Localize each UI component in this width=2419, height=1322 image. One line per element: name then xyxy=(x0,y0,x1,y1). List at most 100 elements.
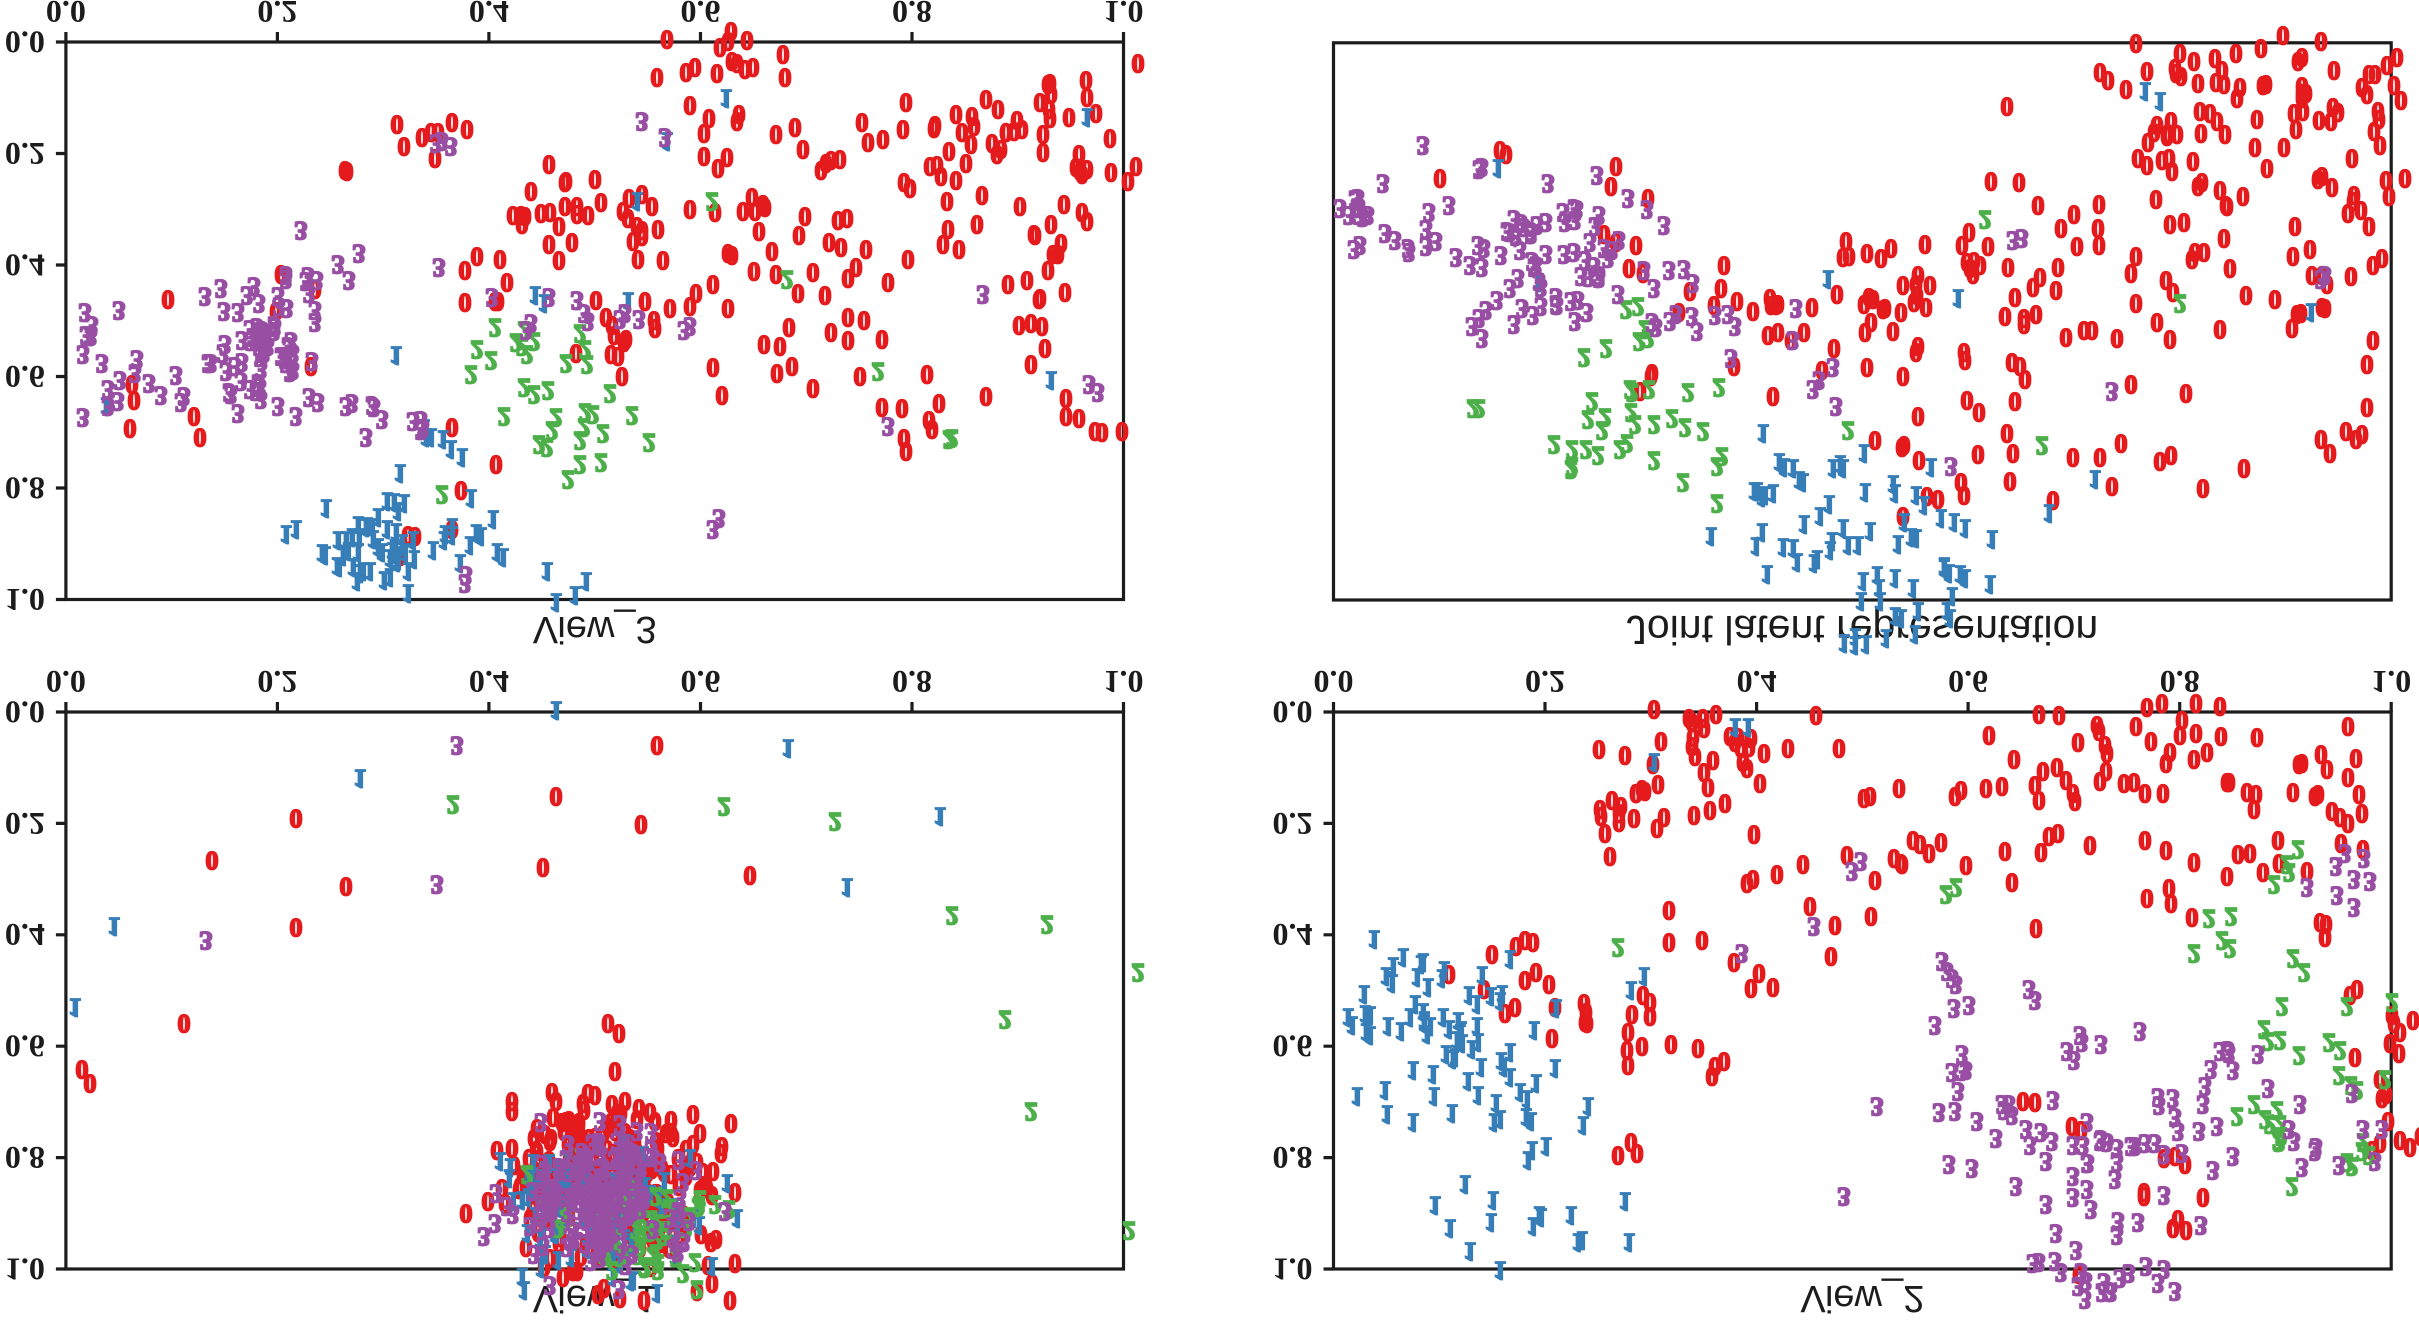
svg-text:1: 1 xyxy=(446,521,459,550)
svg-text:0: 0 xyxy=(1636,775,1649,804)
svg-text:2: 2 xyxy=(652,1249,665,1278)
svg-text:1: 1 xyxy=(1386,969,1399,998)
svg-text:1: 1 xyxy=(1858,439,1871,468)
svg-text:3: 3 xyxy=(2016,224,2029,253)
svg-text:3: 3 xyxy=(200,926,213,955)
svg-text:0: 0 xyxy=(1076,160,1089,189)
svg-text:3: 3 xyxy=(2301,873,2314,902)
svg-text:3: 3 xyxy=(1663,256,1676,285)
svg-text:3: 3 xyxy=(1476,253,1489,282)
svg-text:0: 0 xyxy=(2209,44,2222,73)
svg-text:0: 0 xyxy=(1718,251,1731,280)
svg-text:1: 1 xyxy=(934,802,947,831)
svg-text:1: 1 xyxy=(1925,453,1938,482)
svg-text:3: 3 xyxy=(2112,1207,2125,1236)
svg-text:3: 3 xyxy=(2040,1190,2053,1219)
svg-text:1: 1 xyxy=(721,1169,734,1198)
svg-text:1: 1 xyxy=(1429,1191,1442,1220)
svg-text:0.8: 0.8 xyxy=(1273,1140,1313,1176)
svg-text:0: 0 xyxy=(2261,154,2274,183)
svg-text:2: 2 xyxy=(1979,205,1992,234)
svg-text:2: 2 xyxy=(1614,435,1627,464)
svg-text:3: 3 xyxy=(2047,1086,2060,1115)
svg-text:3: 3 xyxy=(353,239,366,268)
svg-text:0: 0 xyxy=(391,110,404,139)
svg-text:3: 3 xyxy=(623,1136,636,1165)
svg-text:3: 3 xyxy=(2075,1258,2088,1287)
svg-text:0: 0 xyxy=(1058,190,1071,219)
svg-text:0: 0 xyxy=(2156,689,2169,718)
svg-text:1: 1 xyxy=(1827,454,1840,483)
svg-text:0: 0 xyxy=(942,215,955,244)
svg-text:0: 0 xyxy=(162,285,175,314)
svg-text:2: 2 xyxy=(943,425,956,454)
svg-text:0: 0 xyxy=(1797,850,1810,879)
svg-text:3: 3 xyxy=(2049,1247,2062,1276)
svg-text:3: 3 xyxy=(1658,211,1671,240)
svg-text:1: 1 xyxy=(402,557,415,586)
svg-text:0: 0 xyxy=(2125,259,2138,288)
svg-text:0.6: 0.6 xyxy=(681,664,721,700)
svg-text:0: 0 xyxy=(2361,350,2374,379)
svg-text:3: 3 xyxy=(1476,324,1489,353)
svg-text:1: 1 xyxy=(1757,419,1770,448)
svg-text:3: 3 xyxy=(2172,1117,2185,1146)
svg-text:0: 0 xyxy=(862,128,875,157)
svg-text:0: 0 xyxy=(841,204,854,233)
svg-text:1: 1 xyxy=(465,484,478,513)
svg-text:0: 0 xyxy=(2288,99,2301,128)
svg-text:0: 0 xyxy=(559,168,572,197)
svg-text:2: 2 xyxy=(1592,441,1605,470)
svg-text:1: 1 xyxy=(1778,453,1791,482)
svg-text:0: 0 xyxy=(1762,321,1775,350)
svg-text:0: 0 xyxy=(753,217,766,246)
svg-text:2: 2 xyxy=(718,792,731,821)
svg-text:0: 0 xyxy=(1704,796,1717,825)
svg-text:3: 3 xyxy=(2095,1030,2108,1059)
svg-text:2: 2 xyxy=(2224,934,2237,963)
svg-text:3: 3 xyxy=(2158,1255,2171,1284)
svg-text:3: 3 xyxy=(2333,1151,2346,1180)
svg-text:1: 1 xyxy=(1938,554,1951,583)
svg-text:0: 0 xyxy=(2321,755,2334,784)
svg-text:0.6: 0.6 xyxy=(1948,664,1988,700)
svg-text:0: 0 xyxy=(689,53,702,82)
svg-text:0: 0 xyxy=(1747,297,1760,326)
svg-text:3: 3 xyxy=(553,1153,566,1182)
svg-text:0: 0 xyxy=(1519,966,1532,995)
svg-text:0: 0 xyxy=(2367,251,2380,280)
svg-text:0: 0 xyxy=(2296,43,2309,72)
svg-text:0: 0 xyxy=(1546,1024,1559,1053)
svg-text:0: 0 xyxy=(1104,124,1117,153)
svg-text:3: 3 xyxy=(1443,191,1456,220)
svg-text:0: 0 xyxy=(825,318,838,347)
svg-text:0: 0 xyxy=(2151,308,2164,337)
svg-text:1: 1 xyxy=(396,529,409,558)
svg-text:3: 3 xyxy=(170,361,183,390)
svg-text:0: 0 xyxy=(834,145,847,174)
svg-text:0: 0 xyxy=(2363,212,2376,241)
svg-text:0: 0 xyxy=(1651,814,1664,843)
svg-text:1: 1 xyxy=(2305,298,2318,327)
svg-text:0: 0 xyxy=(2160,749,2173,778)
svg-text:3: 3 xyxy=(290,402,303,431)
svg-text:1: 1 xyxy=(1381,1100,1394,1129)
svg-text:3: 3 xyxy=(360,423,373,452)
svg-text:0: 0 xyxy=(2221,768,2234,797)
svg-text:0: 0 xyxy=(741,26,754,55)
svg-text:1: 1 xyxy=(1444,1214,1457,1243)
svg-text:0: 0 xyxy=(577,1089,590,1118)
svg-text:3: 3 xyxy=(2029,986,2042,1015)
svg-text:2: 2 xyxy=(2231,1102,2244,1131)
svg-text:3: 3 xyxy=(1641,195,1654,224)
svg-text:3: 3 xyxy=(1678,255,1691,284)
svg-text:0: 0 xyxy=(2349,1043,2362,1072)
svg-text:3: 3 xyxy=(617,1165,630,1194)
svg-text:0: 0 xyxy=(1045,210,1058,239)
svg-text:1: 1 xyxy=(1808,549,1821,578)
svg-text:2: 2 xyxy=(1679,413,1692,442)
svg-text:0.0: 0.0 xyxy=(5,694,45,730)
svg-text:0: 0 xyxy=(2244,839,2257,868)
svg-text:3: 3 xyxy=(690,1156,703,1185)
svg-text:1: 1 xyxy=(1528,1016,1541,1045)
